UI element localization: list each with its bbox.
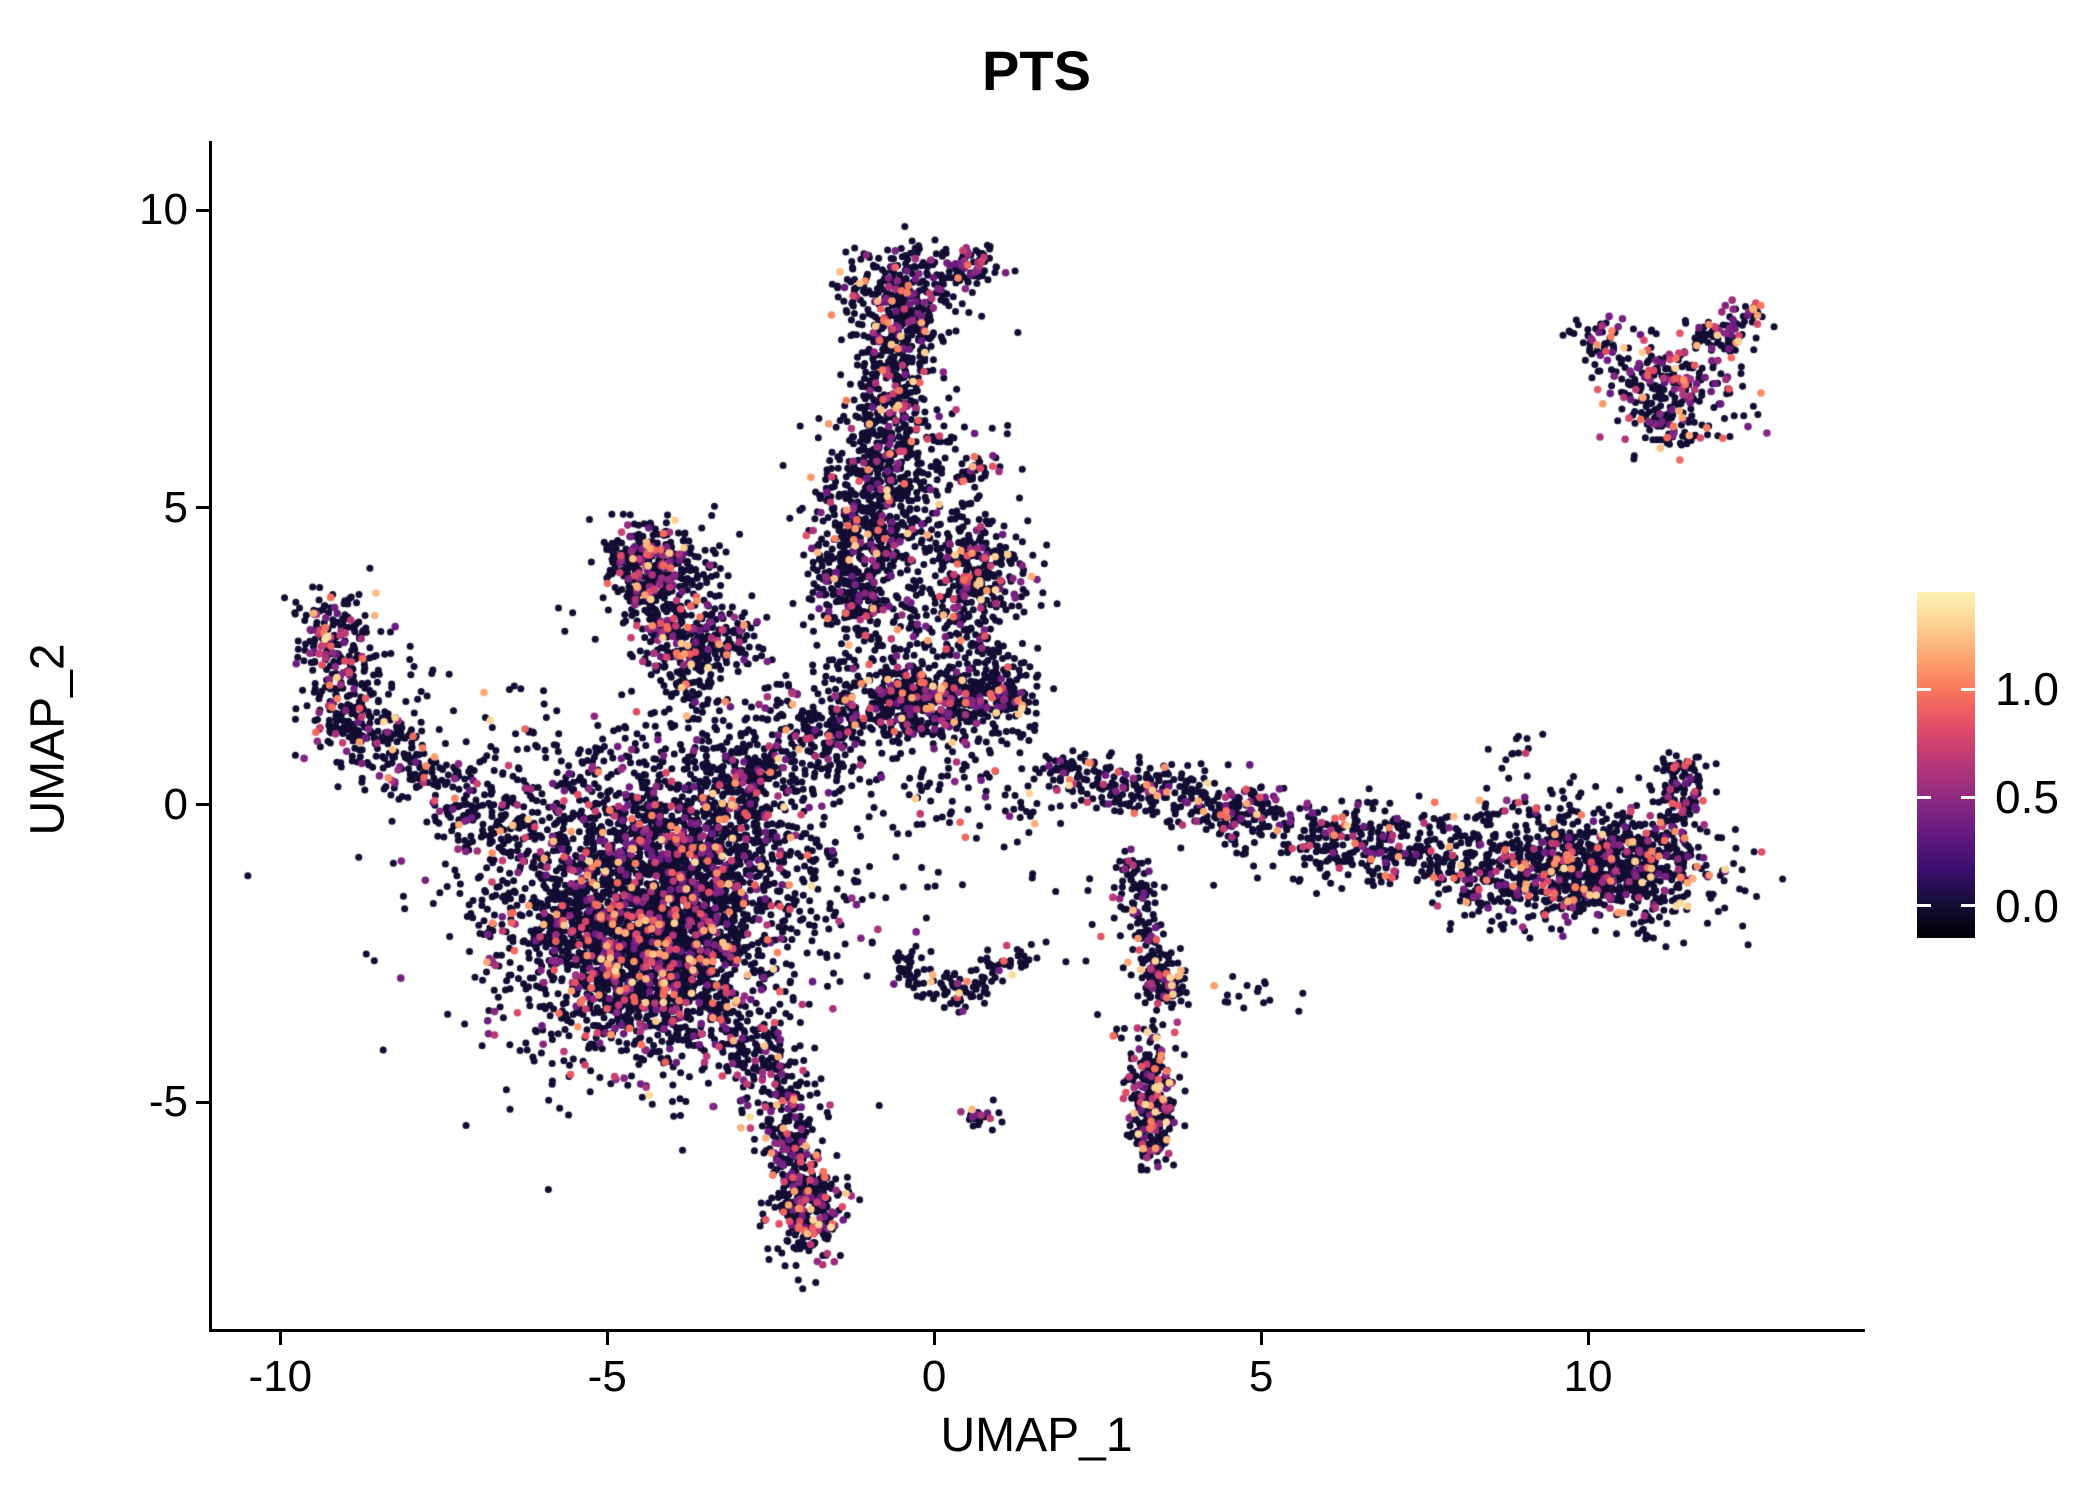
y-tick-label: -5 xyxy=(148,1077,188,1127)
x-tick-label: 5 xyxy=(1248,1352,1274,1401)
y-tick-mark xyxy=(196,208,209,212)
x-tick-label: -5 xyxy=(587,1352,627,1401)
colorbar-gradient xyxy=(1917,592,1975,938)
colorbar-tick-mark xyxy=(1961,795,1975,799)
y-tick-mark xyxy=(196,1100,209,1104)
colorbar-tick-mark xyxy=(1917,904,1931,908)
y-tick-label: 10 xyxy=(139,185,188,235)
x-tick-mark xyxy=(1586,1332,1590,1345)
x-tick-mark xyxy=(1259,1332,1263,1345)
y-tick-mark xyxy=(196,506,209,510)
colorbar-label: 1.0 xyxy=(1995,663,2059,716)
x-tick-mark xyxy=(932,1332,936,1345)
colorbar-tick-mark xyxy=(1961,904,1975,908)
y-axis-line xyxy=(209,141,212,1332)
y-tick-mark xyxy=(196,803,209,807)
colorbar-label: 0.5 xyxy=(1995,771,2059,824)
x-axis-line xyxy=(209,1329,1865,1332)
x-tick-label: -10 xyxy=(248,1352,313,1401)
x-tick-mark xyxy=(278,1332,282,1345)
colorbar-tick-mark xyxy=(1917,687,1931,691)
y-tick-label: 5 xyxy=(163,482,188,532)
y-tick-label: 0 xyxy=(163,779,188,829)
x-axis-title: UMAP_1 xyxy=(940,1409,1133,1462)
colorbar-tick-mark xyxy=(1961,687,1975,691)
colorbar-label: 0.0 xyxy=(1995,879,2059,932)
x-tick-label: 10 xyxy=(1563,1352,1613,1401)
x-tick-label: 0 xyxy=(921,1352,947,1401)
plot-title: PTS xyxy=(982,39,1091,102)
x-tick-mark xyxy=(605,1332,609,1345)
colorbar-tick-mark xyxy=(1917,795,1931,799)
